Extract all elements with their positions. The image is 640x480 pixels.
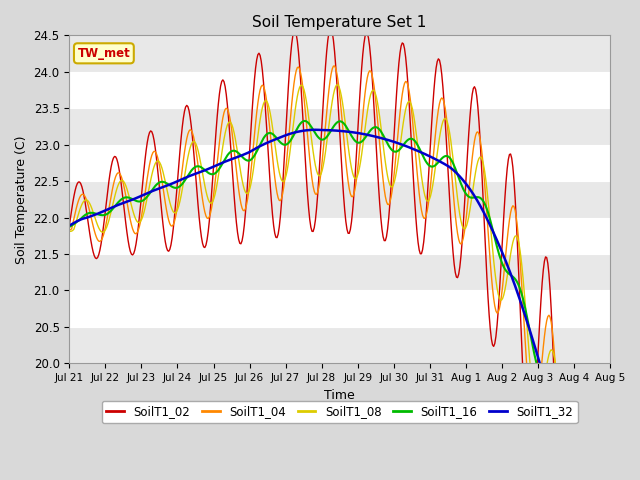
SoilT1_08 [234,149,241,155]
SoilT1_32 [65,223,73,228]
SoilT1_32 [557,441,565,446]
Line: SoilT1_08: SoilT1_08 [69,85,610,480]
Line: SoilT1_02: SoilT1_02 [69,29,610,480]
SoilT1_32 [464,183,472,189]
SoilT1_32 [395,141,403,146]
SoilT1_32 [312,127,319,132]
SoilT1_16 [65,224,73,230]
SoilT1_04 [294,65,301,71]
Y-axis label: Soil Temperature (C): Soil Temperature (C) [15,135,28,264]
SoilT1_04 [65,227,73,232]
SoilT1_08 [369,87,377,93]
SoilT1_08 [557,429,565,434]
Text: TW_met: TW_met [77,47,131,60]
Bar [69,327,610,363]
Title: Soil Temperature Set 1: Soil Temperature Set 1 [252,15,427,30]
SoilT1_16 [300,118,308,124]
Line: SoilT1_32: SoilT1_32 [69,130,610,480]
SoilT1_02 [464,147,472,153]
SoilT1_08 [464,219,472,225]
Line: SoilT1_16: SoilT1_16 [69,121,610,480]
Bar [69,254,610,290]
SoilT1_04 [464,201,472,206]
X-axis label: Time: Time [324,389,355,402]
SoilT1_16 [234,149,241,155]
SoilT1_04 [331,63,339,69]
SoilT1_16 [557,433,565,439]
Line: SoilT1_04: SoilT1_04 [69,66,610,480]
SoilT1_04 [369,76,377,82]
Bar [69,181,610,217]
SoilT1_32 [294,129,301,135]
Bar [69,108,610,144]
SoilT1_08 [333,82,340,88]
SoilT1_32 [234,154,241,160]
SoilT1_32 [369,133,377,139]
SoilT1_02 [65,222,73,228]
SoilT1_16 [294,125,301,131]
Bar [69,36,610,72]
SoilT1_02 [294,38,301,44]
SoilT1_04 [234,178,241,183]
SoilT1_02 [395,60,403,66]
SoilT1_04 [557,471,565,477]
SoilT1_16 [464,193,472,199]
SoilT1_08 [65,228,73,234]
SoilT1_02 [369,86,377,92]
SoilT1_08 [395,153,403,158]
SoilT1_04 [395,121,403,127]
SoilT1_16 [369,125,377,131]
SoilT1_02 [234,229,241,235]
SoilT1_02 [327,26,335,32]
SoilT1_16 [395,147,403,153]
Legend: SoilT1_02, SoilT1_04, SoilT1_08, SoilT1_16, SoilT1_32: SoilT1_02, SoilT1_04, SoilT1_08, SoilT1_… [102,401,578,423]
SoilT1_08 [294,94,301,99]
